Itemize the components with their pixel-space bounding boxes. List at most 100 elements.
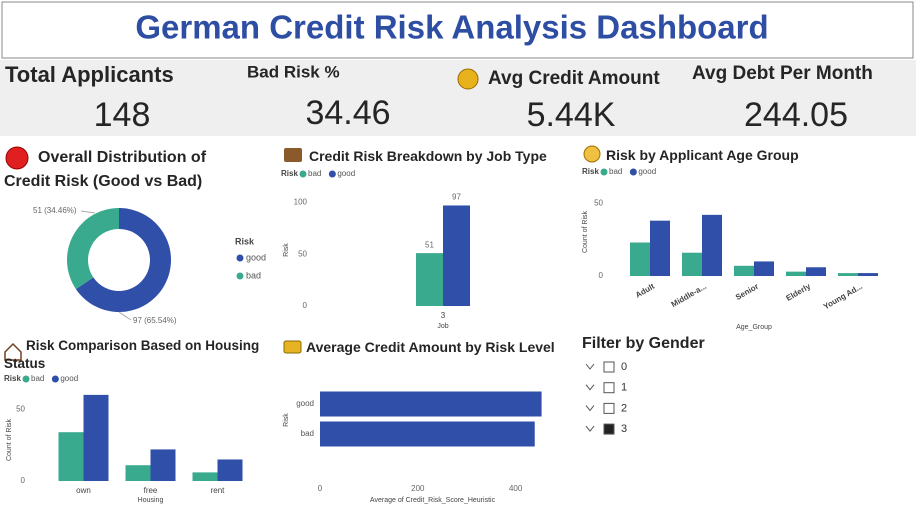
x-tick-label: Senior: [734, 282, 760, 302]
bar: [416, 253, 443, 306]
y-tick-label: good: [296, 399, 314, 408]
legend-swatch: [629, 168, 637, 176]
checkbox[interactable]: [603, 382, 615, 394]
chart-title: Risk Comparison Based on Housing Status: [4, 338, 260, 371]
legend-swatch: [236, 272, 244, 280]
legend-label: good: [638, 167, 656, 176]
kpi-value: 5.44K: [527, 96, 616, 134]
legend-label: bad: [246, 270, 261, 280]
y-axis-label: Risk: [283, 413, 290, 427]
filter-option[interactable]: 3: [621, 423, 627, 435]
bar: [217, 459, 243, 481]
card-icon: [283, 340, 302, 354]
x-tick-label: 3: [441, 311, 446, 320]
legend-label: good: [337, 169, 355, 178]
filter-option[interactable]: 0: [621, 361, 627, 373]
y-tick-label: 0: [21, 476, 26, 485]
kpi-strip: [0, 60, 916, 136]
kpi-label: Total Applicants: [5, 62, 174, 87]
bar: [858, 273, 878, 276]
bar: [443, 205, 470, 306]
leader-line: [80, 210, 96, 214]
legend-title: Risk: [4, 374, 21, 383]
y-axis-label: Risk: [283, 243, 290, 257]
legend-title: Risk: [235, 236, 255, 246]
x-tick-label: Middle-a...: [670, 282, 708, 309]
legend-swatch: [600, 168, 608, 176]
expand-chevron: [585, 384, 595, 391]
kpi-value: 148: [94, 96, 151, 134]
x-tick-label: rent: [211, 486, 226, 495]
kpi-label: Avg Credit Amount: [488, 68, 660, 89]
expand-chevron: [585, 405, 595, 412]
bar: [754, 261, 774, 276]
x-tick-label: Adult: [634, 282, 656, 300]
x-tick-label: 400: [509, 484, 523, 493]
y-tick-label: 100: [294, 197, 308, 206]
chart-title: Average Credit Amount by Risk Level: [306, 339, 555, 355]
bar: [806, 267, 826, 276]
bar: [630, 242, 650, 276]
filter-option[interactable]: 1: [621, 382, 627, 394]
data-label: 51 (34.46%): [33, 206, 77, 215]
legend-title: Risk: [582, 167, 599, 176]
data-label: 97: [452, 193, 461, 202]
kpi-value: 34.46: [305, 94, 390, 132]
filter-option[interactable]: 2: [621, 402, 627, 414]
bar: [734, 265, 754, 276]
legend-swatch: [22, 375, 30, 383]
bar: [150, 449, 176, 481]
chart-title: Risk by Applicant Age Group: [606, 147, 799, 163]
bar: [682, 252, 702, 276]
y-axis-label: Count of Risk: [6, 418, 13, 461]
legend-swatch: [299, 170, 307, 178]
donut-slice: [66, 208, 119, 290]
y-tick-label: 50: [298, 249, 307, 258]
face-icon: [583, 145, 601, 163]
checkbox[interactable]: [603, 361, 615, 373]
kpi-label: Bad Risk %: [247, 62, 340, 81]
bar: [320, 391, 542, 417]
x-tick-label: own: [76, 486, 91, 495]
legend-label: bad: [31, 374, 44, 383]
kpi-value: 244.05: [744, 96, 848, 134]
expand-chevron: [585, 425, 595, 432]
leader-line: [118, 311, 132, 321]
bar: [83, 394, 109, 481]
x-axis-label: Age_Group: [736, 324, 772, 331]
checkbox[interactable]: [603, 402, 615, 414]
legend-swatch: [236, 254, 244, 262]
checkbox[interactable]: [603, 423, 615, 435]
y-tick-label: 50: [16, 404, 25, 413]
house-icon: [4, 342, 22, 361]
red-circle-icon: [5, 146, 29, 170]
briefcase-icon: [284, 148, 302, 162]
x-tick-label: Elderly: [784, 281, 812, 302]
bar: [786, 271, 806, 276]
header-box: [1, 1, 914, 59]
chart-title: Credit Risk Breakdown by Job Type: [309, 148, 547, 164]
legend-label: good: [60, 374, 78, 383]
y-tick-label: 0: [599, 271, 604, 280]
y-tick-label: 0: [303, 301, 308, 310]
data-label: 97 (65.54%): [133, 316, 177, 325]
x-axis-label: Job: [437, 323, 448, 330]
bar: [650, 220, 670, 276]
expand-chevron: [585, 363, 595, 370]
x-tick-label: Young Ad...: [822, 282, 864, 312]
x-tick-label: 0: [318, 484, 323, 493]
bar: [58, 432, 84, 481]
bar: [702, 214, 722, 276]
legend-label: good: [246, 252, 266, 262]
data-label: 51: [425, 240, 434, 249]
x-tick-label: free: [144, 486, 158, 495]
x-axis-label: Housing: [138, 497, 164, 504]
legend-title: Risk: [281, 169, 298, 178]
bar: [125, 465, 151, 481]
bar: [192, 472, 218, 481]
y-tick-label: bad: [301, 429, 314, 438]
dashboard-title: German Credit Risk Analysis Dashboard: [135, 9, 768, 46]
legend-label: bad: [609, 167, 622, 176]
